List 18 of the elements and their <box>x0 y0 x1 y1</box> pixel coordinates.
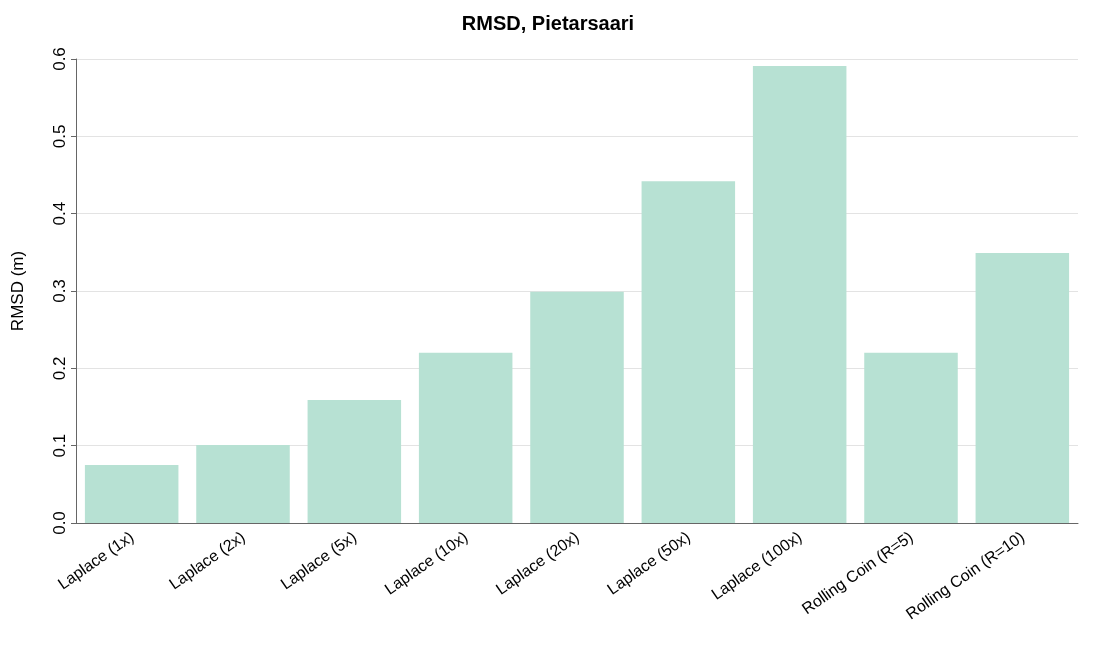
chart-title: RMSD, Pietarsaari <box>461 12 635 34</box>
bar <box>975 253 1070 523</box>
bar <box>530 291 624 523</box>
y-tick-label: 0.6 <box>50 47 69 71</box>
bar <box>641 181 736 523</box>
text: 0.0 <box>50 511 69 535</box>
y-axis-title: RMSD (m) <box>8 250 27 332</box>
bar <box>864 352 958 523</box>
bar <box>418 352 513 523</box>
bar <box>307 400 402 523</box>
bar <box>196 444 290 523</box>
y-tick-label: 0.2 <box>50 356 69 381</box>
bar <box>84 465 179 523</box>
bar <box>752 65 847 523</box>
y-tick-label: 0.5 <box>50 124 69 149</box>
y-tick-label: 0.4 <box>50 201 69 226</box>
y-tick-label: 0.3 <box>50 279 69 303</box>
y-tick-label: 0.1 <box>50 433 69 458</box>
